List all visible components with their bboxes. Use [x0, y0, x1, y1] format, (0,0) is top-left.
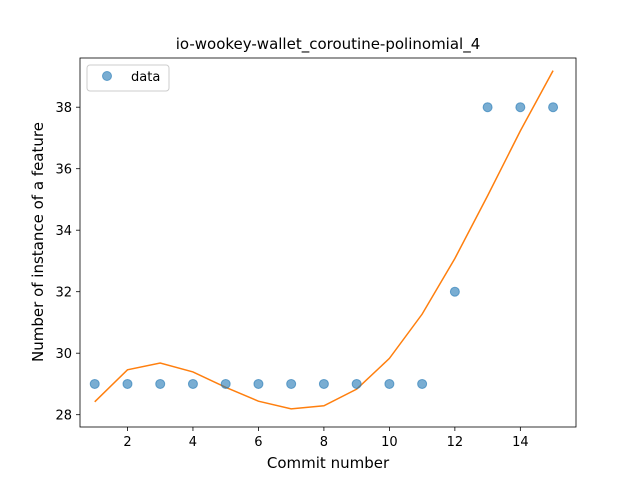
data-point	[515, 102, 526, 113]
data-point	[122, 378, 133, 389]
data-point	[318, 378, 329, 389]
x-axis-ticks: 2 4 6 8 10 12 14	[123, 427, 529, 450]
data-point	[417, 378, 428, 389]
x-tick-label: 12	[447, 435, 464, 450]
chart-title: io-wookey-wallet_coroutine-polinomial_4	[176, 35, 481, 54]
y-tick-label: 36	[55, 163, 72, 178]
legend: data	[86, 64, 170, 92]
data-point	[351, 378, 362, 389]
data-point	[286, 378, 297, 389]
data-point	[89, 378, 100, 389]
data-point	[220, 378, 231, 389]
y-tick-label: 28	[55, 409, 72, 424]
data-point	[449, 286, 460, 297]
data-point	[187, 378, 198, 389]
data-point	[482, 102, 493, 113]
x-axis-label: Commit number	[267, 454, 390, 472]
plot-area	[80, 58, 576, 427]
y-tick-label: 38	[55, 101, 72, 116]
legend-label: data	[131, 70, 160, 85]
y-axis-ticks: 28 30 32 34 36 38	[55, 101, 80, 424]
plot-frame	[79, 57, 577, 428]
x-tick-label: 8	[320, 435, 328, 450]
y-axis-label: Number of instance of a feature	[29, 122, 47, 362]
series-data-points	[89, 102, 559, 389]
data-point	[384, 378, 395, 389]
y-tick-label: 30	[55, 347, 72, 362]
x-tick-label: 4	[189, 435, 197, 450]
data-point	[253, 378, 264, 389]
x-tick-label: 2	[123, 435, 131, 450]
x-tick-label: 6	[254, 435, 262, 450]
data-point	[548, 102, 559, 113]
y-tick-label: 34	[55, 224, 72, 239]
y-tick-label: 32	[55, 286, 72, 301]
x-tick-label: 10	[381, 435, 398, 450]
data-point	[155, 378, 166, 389]
x-tick-label: 14	[512, 435, 529, 450]
legend-marker	[102, 71, 112, 81]
series-line	[94, 70, 554, 410]
